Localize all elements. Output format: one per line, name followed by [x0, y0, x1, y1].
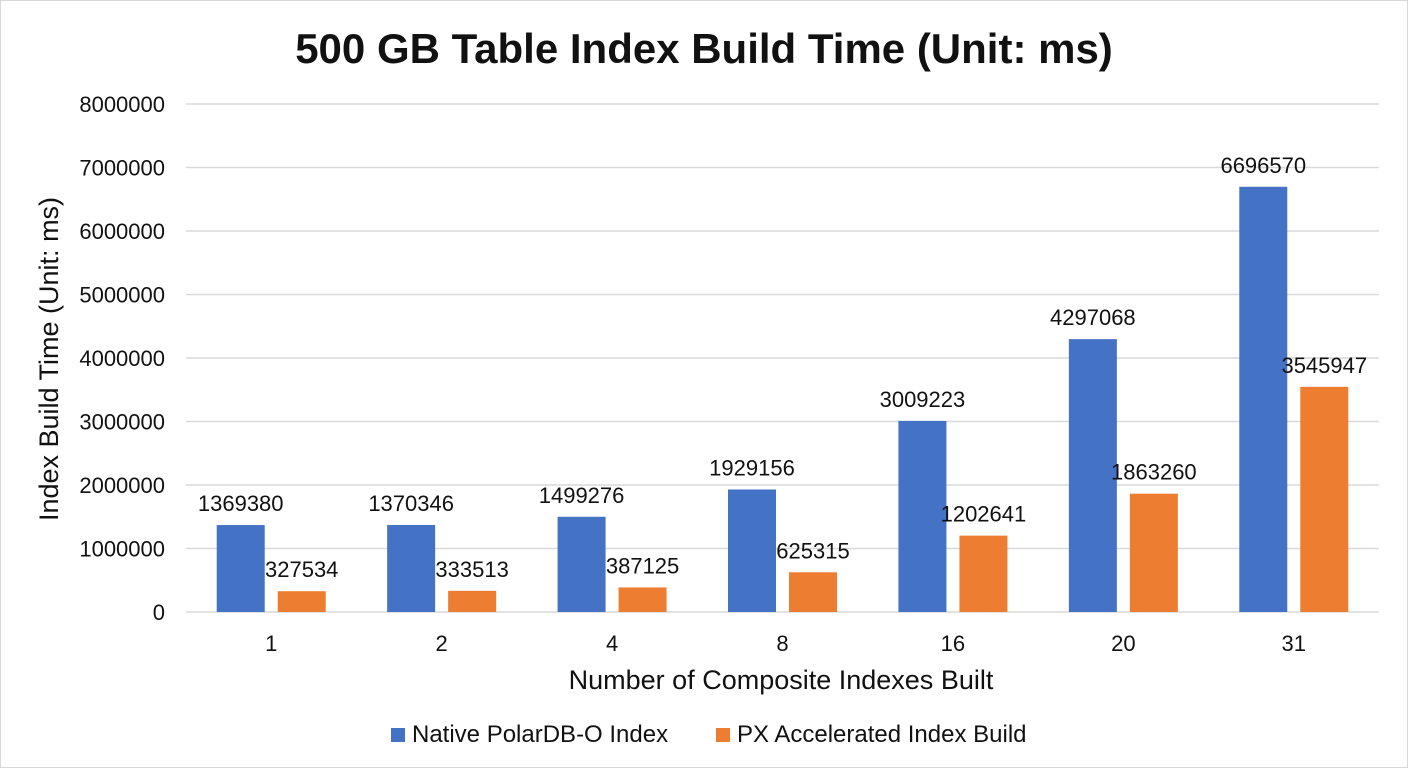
px-accelerated-data-label: 1863260: [1111, 460, 1197, 485]
px-accelerated-bar: [277, 591, 326, 612]
native-polardb-bar: [898, 420, 947, 612]
y-axis-ticks: 0 1000000 2000000 3000000 4000000 5000000 6000…: [79, 92, 165, 625]
x-axis-label: Number of Composite Indexes Built: [569, 665, 994, 695]
native-polardb-legend-swatch: [391, 728, 405, 742]
native-polardb-bar: [387, 524, 436, 612]
px-accelerated-bar: [1300, 386, 1349, 612]
y-tick-label: 7000000: [79, 156, 165, 181]
native-polardb-data-label: 1369380: [198, 491, 284, 516]
native-polardb-bar: [216, 525, 265, 612]
native-polardb-bar: [1239, 186, 1288, 612]
legend-item-px-accelerated: PX Accelerated Index Build: [716, 721, 1027, 748]
px-accelerated-data-label: 625315: [776, 538, 849, 563]
native-polardb-legend-label: Native PolarDB-O Index: [412, 721, 668, 748]
x-tick-label: 20: [1111, 631, 1135, 656]
px-accelerated-data-label: 333513: [435, 557, 508, 582]
y-axis-label: Index Build Time (Unit: ms): [34, 197, 64, 521]
y-tick-label: 4000000: [79, 346, 165, 371]
y-tick-label: 0: [153, 600, 165, 625]
x-axis-ticks: 1 2 4 8 16 20 31: [265, 631, 1306, 656]
y-tick-label: 6000000: [79, 219, 165, 244]
native-polardb-bar: [728, 489, 776, 612]
native-polardb-bar: [1068, 339, 1117, 612]
native-polardb-data-label: 1929156: [709, 455, 795, 480]
y-tick-label: 1000000: [79, 537, 165, 562]
x-tick-label: 31: [1282, 631, 1306, 656]
legend: Native PolarDB-O Index PX Accelerated Ind…: [391, 721, 1027, 748]
px-accelerated-data-label: 1202641: [941, 502, 1027, 527]
grid-lines: [186, 103, 1379, 613]
legend-item-native-polardb: Native PolarDB-O Index: [391, 721, 668, 748]
px-accelerated-data-label: 387125: [606, 553, 679, 578]
px-accelerated-bar: [618, 587, 667, 612]
x-tick-label: 2: [436, 631, 448, 656]
x-tick-label: 16: [941, 631, 965, 656]
native-polardb-data-label: 4297068: [1050, 305, 1136, 330]
px-accelerated-bar: [448, 590, 497, 612]
y-tick-label: 5000000: [79, 283, 165, 308]
px-accelerated-data-label: 3545947: [1281, 353, 1367, 378]
native-polardb-data-label: 1499276: [539, 483, 625, 508]
px-accelerated-data-label: 327534: [265, 557, 338, 582]
px-accelerated-bar: [959, 535, 1008, 612]
y-tick-label: 3000000: [79, 410, 165, 435]
data-labels: 1369380 327534 1370346 333513 1499276 387125 1…: [198, 153, 1367, 582]
x-tick-label: 4: [606, 631, 618, 656]
x-tick-label: 1: [265, 631, 277, 656]
y-tick-label: 8000000: [79, 92, 165, 117]
bars: [216, 186, 1349, 612]
native-polardb-bar: [557, 516, 606, 612]
native-polardb-data-label: 3009223: [880, 387, 966, 412]
chart-title: 500 GB Table Index Build Time (Unit: ms): [295, 25, 1113, 72]
y-tick-label: 2000000: [79, 473, 165, 498]
px-accelerated-legend-swatch: [716, 728, 730, 742]
px-accelerated-bar: [789, 572, 837, 612]
x-tick-label: 8: [776, 631, 788, 656]
native-polardb-data-label: 6696570: [1220, 153, 1306, 178]
px-accelerated-legend-label: PX Accelerated Index Build: [737, 721, 1027, 748]
native-polardb-data-label: 1370346: [368, 491, 454, 516]
px-accelerated-bar: [1129, 493, 1178, 612]
